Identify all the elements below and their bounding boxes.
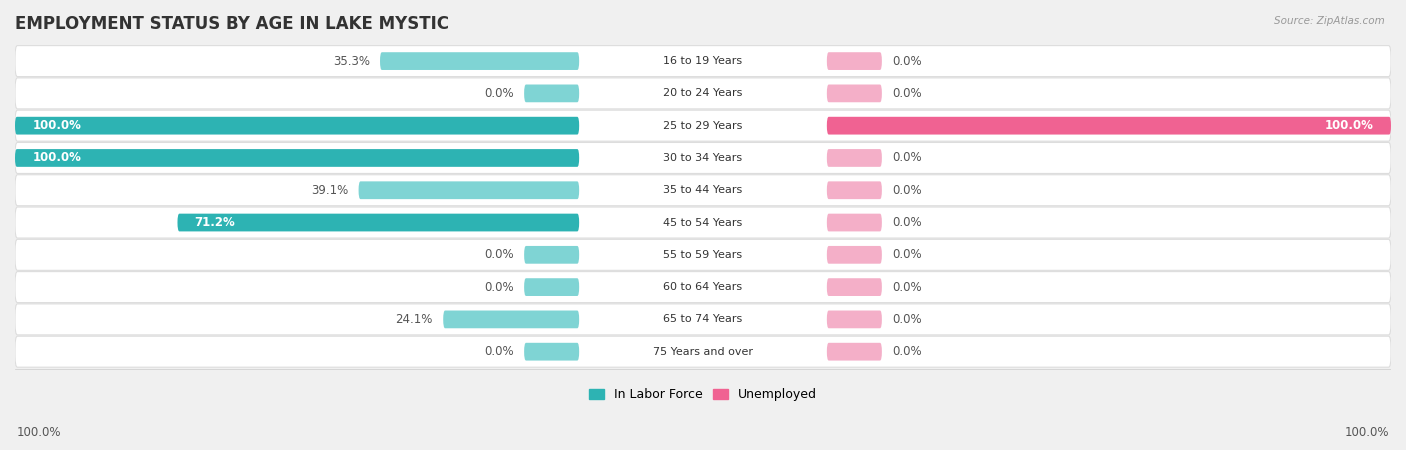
FancyBboxPatch shape	[15, 117, 579, 135]
FancyBboxPatch shape	[15, 304, 1391, 335]
FancyBboxPatch shape	[380, 52, 579, 70]
FancyBboxPatch shape	[177, 214, 579, 231]
FancyBboxPatch shape	[15, 143, 1391, 173]
Text: 100.0%: 100.0%	[1344, 426, 1389, 439]
Text: 0.0%: 0.0%	[484, 87, 513, 100]
FancyBboxPatch shape	[15, 45, 1391, 76]
Text: 35 to 44 Years: 35 to 44 Years	[664, 185, 742, 195]
Text: 30 to 34 Years: 30 to 34 Years	[664, 153, 742, 163]
Text: 75 Years and over: 75 Years and over	[652, 346, 754, 357]
Text: 55 to 59 Years: 55 to 59 Years	[664, 250, 742, 260]
Legend: In Labor Force, Unemployed: In Labor Force, Unemployed	[583, 383, 823, 406]
FancyBboxPatch shape	[359, 181, 579, 199]
Text: 24.1%: 24.1%	[395, 313, 433, 326]
FancyBboxPatch shape	[15, 149, 579, 167]
FancyBboxPatch shape	[524, 343, 579, 360]
Text: 0.0%: 0.0%	[893, 152, 922, 164]
FancyBboxPatch shape	[827, 85, 882, 102]
FancyBboxPatch shape	[15, 175, 1391, 206]
Text: 100.0%: 100.0%	[1324, 119, 1374, 132]
Text: EMPLOYMENT STATUS BY AGE IN LAKE MYSTIC: EMPLOYMENT STATUS BY AGE IN LAKE MYSTIC	[15, 15, 449, 33]
FancyBboxPatch shape	[827, 214, 882, 231]
FancyBboxPatch shape	[15, 336, 1391, 367]
FancyBboxPatch shape	[827, 246, 882, 264]
FancyBboxPatch shape	[15, 239, 1391, 270]
FancyBboxPatch shape	[827, 278, 882, 296]
Text: 0.0%: 0.0%	[893, 216, 922, 229]
FancyBboxPatch shape	[15, 207, 1391, 238]
FancyBboxPatch shape	[15, 272, 1391, 302]
FancyBboxPatch shape	[827, 117, 1391, 135]
Text: 0.0%: 0.0%	[893, 87, 922, 100]
Text: 100.0%: 100.0%	[32, 119, 82, 132]
Text: 0.0%: 0.0%	[484, 248, 513, 261]
FancyBboxPatch shape	[15, 78, 1391, 109]
Text: 0.0%: 0.0%	[893, 248, 922, 261]
Text: 100.0%: 100.0%	[17, 426, 62, 439]
FancyBboxPatch shape	[443, 310, 579, 328]
Text: 20 to 24 Years: 20 to 24 Years	[664, 88, 742, 99]
Text: 0.0%: 0.0%	[893, 281, 922, 293]
Text: 39.1%: 39.1%	[311, 184, 349, 197]
Text: 0.0%: 0.0%	[893, 184, 922, 197]
FancyBboxPatch shape	[827, 343, 882, 360]
FancyBboxPatch shape	[827, 52, 882, 70]
Text: 100.0%: 100.0%	[32, 152, 82, 164]
Text: 0.0%: 0.0%	[893, 313, 922, 326]
Text: Source: ZipAtlas.com: Source: ZipAtlas.com	[1274, 16, 1385, 26]
Text: 60 to 64 Years: 60 to 64 Years	[664, 282, 742, 292]
Text: 35.3%: 35.3%	[333, 54, 370, 68]
FancyBboxPatch shape	[524, 278, 579, 296]
FancyBboxPatch shape	[15, 110, 1391, 141]
Text: 0.0%: 0.0%	[484, 281, 513, 293]
Text: 16 to 19 Years: 16 to 19 Years	[664, 56, 742, 66]
Text: 0.0%: 0.0%	[893, 54, 922, 68]
FancyBboxPatch shape	[524, 85, 579, 102]
Text: 0.0%: 0.0%	[484, 345, 513, 358]
FancyBboxPatch shape	[827, 149, 882, 167]
Text: 65 to 74 Years: 65 to 74 Years	[664, 315, 742, 324]
FancyBboxPatch shape	[827, 310, 882, 328]
Text: 71.2%: 71.2%	[194, 216, 235, 229]
FancyBboxPatch shape	[524, 246, 579, 264]
Text: 0.0%: 0.0%	[893, 345, 922, 358]
Text: 45 to 54 Years: 45 to 54 Years	[664, 217, 742, 228]
Text: 25 to 29 Years: 25 to 29 Years	[664, 121, 742, 130]
FancyBboxPatch shape	[827, 181, 882, 199]
